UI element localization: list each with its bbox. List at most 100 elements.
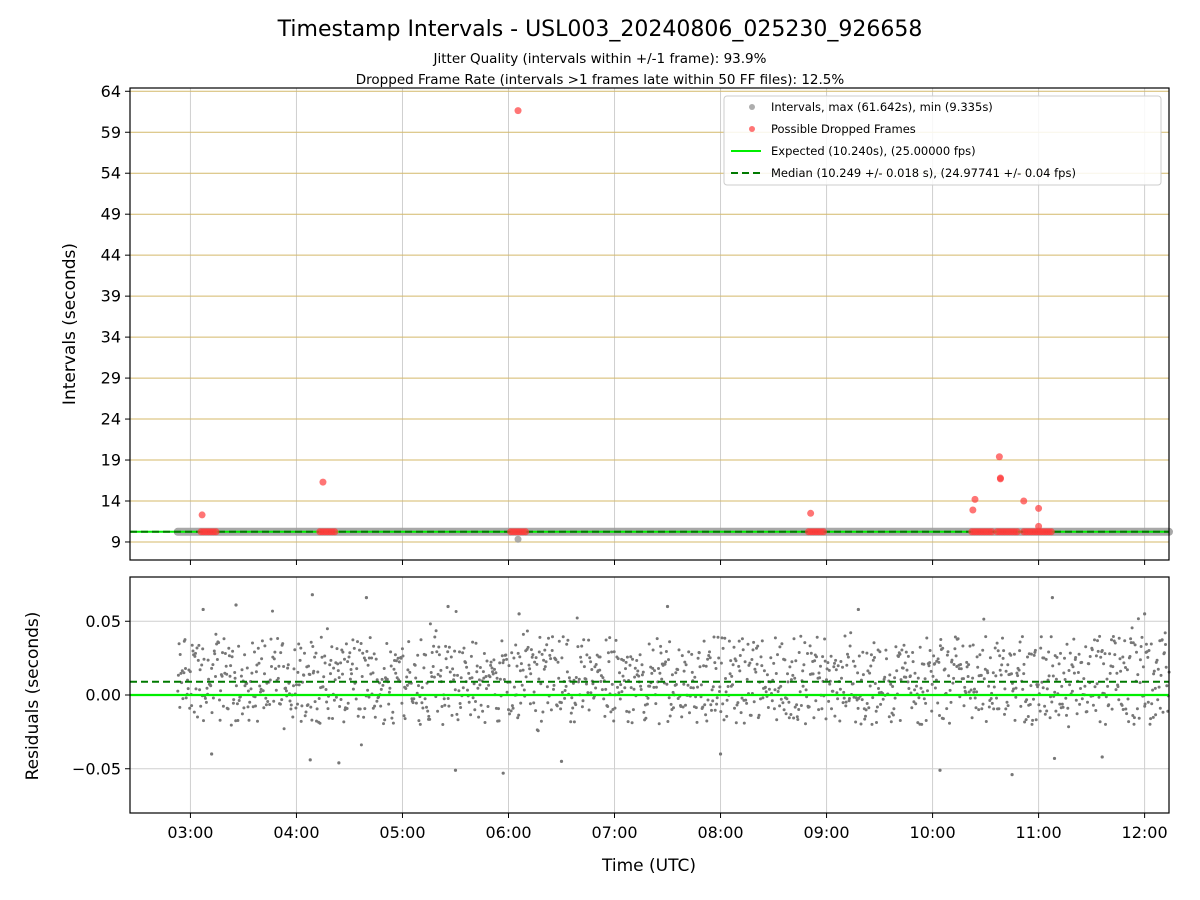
residual-point bbox=[400, 701, 404, 705]
residual-point bbox=[790, 660, 794, 664]
residual-point bbox=[883, 675, 887, 679]
dropped-frame-point bbox=[1035, 522, 1043, 530]
residual-point bbox=[991, 671, 995, 675]
dropped-frame-point bbox=[820, 528, 827, 536]
residual-point bbox=[350, 672, 353, 676]
residual-point bbox=[1098, 720, 1102, 724]
residual-point bbox=[1136, 617, 1140, 621]
residual-point bbox=[856, 706, 860, 710]
residual-point bbox=[856, 607, 860, 612]
residual-point bbox=[1152, 669, 1156, 673]
residual-point bbox=[335, 647, 339, 651]
residual-point bbox=[1160, 638, 1164, 642]
residual-point bbox=[736, 701, 740, 705]
residual-point bbox=[469, 713, 473, 717]
residual-point bbox=[527, 663, 531, 667]
residual-point bbox=[1051, 664, 1055, 668]
residual-point bbox=[389, 650, 393, 654]
residual-point bbox=[891, 685, 895, 688]
residual-point bbox=[772, 661, 776, 665]
residual-point bbox=[457, 689, 461, 693]
residual-point bbox=[511, 706, 515, 710]
residual-point bbox=[407, 640, 411, 644]
residual-point bbox=[1147, 649, 1151, 652]
residual-point bbox=[632, 687, 636, 691]
residual-point bbox=[670, 673, 674, 677]
residual-point bbox=[528, 667, 532, 671]
residual-point bbox=[366, 663, 370, 667]
residual-point bbox=[869, 653, 873, 657]
residual-point bbox=[227, 646, 231, 650]
residual-point bbox=[1141, 665, 1145, 669]
residual-point bbox=[359, 743, 363, 747]
residual-point bbox=[669, 702, 673, 706]
residual-point bbox=[192, 710, 196, 714]
residual-point bbox=[682, 669, 686, 673]
residual-point bbox=[312, 669, 316, 673]
residual-point bbox=[1047, 674, 1051, 678]
residual-point bbox=[646, 696, 650, 700]
residual-point bbox=[968, 696, 972, 700]
residual-point bbox=[782, 708, 786, 712]
residual-point bbox=[414, 676, 418, 680]
residual-point bbox=[766, 706, 770, 709]
residual-point bbox=[1032, 697, 1035, 701]
residual-point bbox=[401, 654, 405, 658]
residual-point bbox=[696, 656, 700, 660]
residual-point bbox=[966, 675, 970, 678]
residual-point bbox=[190, 704, 194, 708]
residual-point bbox=[1113, 653, 1117, 657]
residual-point bbox=[336, 662, 340, 666]
residual-point bbox=[477, 715, 481, 719]
intervals-y-tick-label: 59 bbox=[101, 123, 121, 142]
residual-point bbox=[548, 653, 552, 657]
residual-point bbox=[878, 650, 882, 654]
residual-point bbox=[482, 652, 486, 655]
residual-point bbox=[946, 650, 950, 654]
residual-point bbox=[868, 671, 872, 675]
residual-point bbox=[295, 683, 298, 687]
residual-point bbox=[1119, 669, 1123, 673]
residual-point bbox=[420, 701, 424, 705]
residual-point bbox=[804, 688, 808, 692]
residual-point bbox=[1045, 687, 1049, 691]
residual-point bbox=[514, 643, 518, 647]
residual-point bbox=[201, 607, 205, 612]
residual-point bbox=[929, 669, 933, 673]
residual-point bbox=[507, 708, 510, 712]
residual-point bbox=[311, 645, 315, 648]
residual-point bbox=[949, 700, 953, 704]
residual-point bbox=[906, 654, 910, 658]
residual-point bbox=[1024, 718, 1028, 722]
residual-point bbox=[232, 698, 236, 702]
residual-point bbox=[391, 721, 395, 725]
residual-point bbox=[557, 639, 561, 643]
residual-point bbox=[745, 677, 749, 681]
residual-point bbox=[770, 699, 774, 703]
residual-point bbox=[270, 665, 273, 668]
residual-point bbox=[901, 666, 905, 670]
residual-point bbox=[414, 701, 418, 705]
residual-point bbox=[864, 708, 868, 712]
residual-point bbox=[1096, 639, 1099, 643]
x-tick-label: 09:00 bbox=[803, 823, 849, 842]
residual-point bbox=[812, 716, 816, 720]
residual-point bbox=[702, 664, 706, 668]
residual-point bbox=[1050, 596, 1054, 600]
residual-point bbox=[454, 610, 458, 613]
residual-point bbox=[498, 661, 502, 665]
residual-point bbox=[266, 700, 270, 703]
residual-point bbox=[908, 674, 912, 678]
residual-point bbox=[1074, 698, 1078, 702]
residual-point bbox=[390, 716, 394, 720]
residual-point bbox=[854, 720, 858, 724]
residual-point bbox=[860, 698, 864, 702]
residual-point bbox=[358, 648, 361, 652]
residual-point bbox=[869, 664, 873, 668]
residual-point bbox=[458, 650, 461, 654]
residual-point bbox=[941, 646, 945, 650]
residual-point bbox=[1063, 678, 1067, 681]
residual-point bbox=[859, 722, 863, 726]
residual-point bbox=[234, 603, 238, 607]
residual-point bbox=[472, 682, 476, 686]
